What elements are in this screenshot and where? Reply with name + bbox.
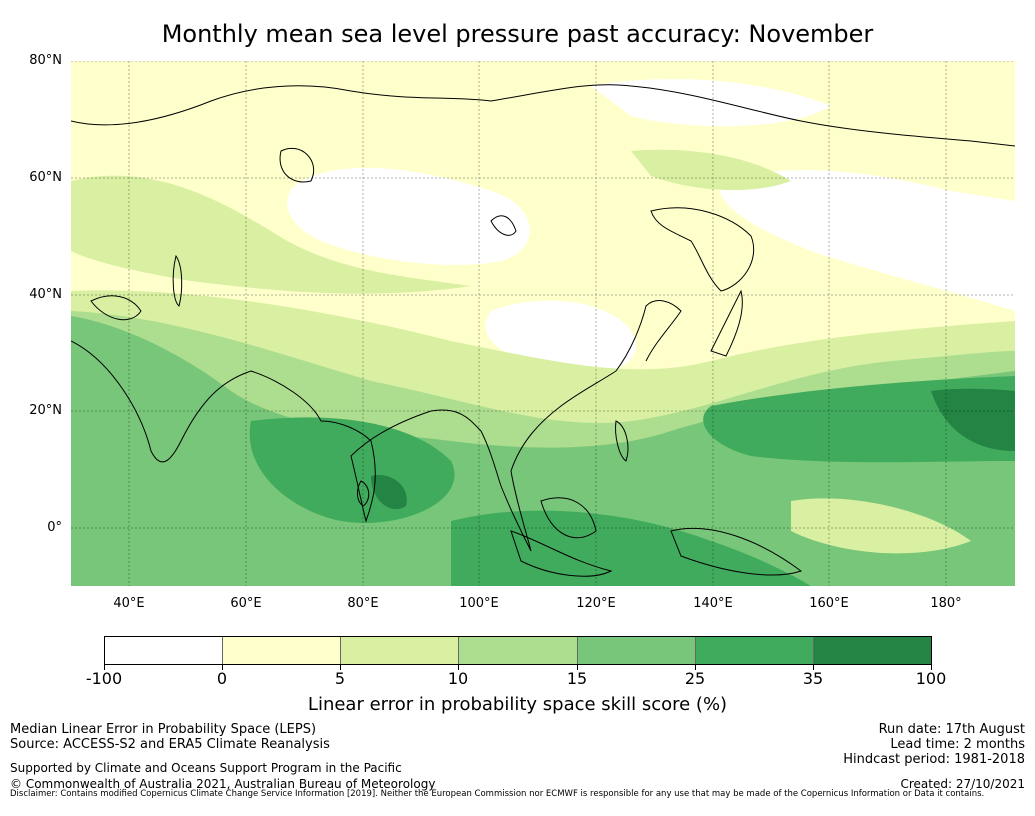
colorbar-tick: [340, 665, 341, 670]
colorbar: [104, 636, 932, 665]
lon-label-80e: 80°E: [347, 596, 379, 611]
lat-label-20n: 20°N: [29, 403, 62, 418]
colorbar-tick: [222, 665, 223, 670]
darkest-green-pacific: [931, 388, 1015, 451]
lon-label-140e: 140°E: [693, 596, 733, 611]
footer-method: Median Linear Error in Probability Space…: [10, 722, 317, 737]
lake-baikal-coast: [490, 215, 517, 236]
map-canvas: [71, 61, 1015, 586]
lat-label-80n: 80°N: [29, 53, 62, 68]
colorbar-tick-label: 35: [802, 669, 824, 688]
colorbar-tick: [104, 665, 105, 670]
japan-coast: [710, 289, 743, 357]
colorbar-tick: [931, 665, 932, 670]
lon-label-180: 180°: [930, 596, 962, 611]
colorbar-tick-label: 10: [447, 669, 469, 688]
gridlines: [71, 61, 1015, 586]
colorbar-tick-label: 5: [334, 669, 346, 688]
philippines-coast: [615, 420, 629, 462]
colorbar-segment: [223, 637, 342, 664]
colorbar-tick: [813, 665, 814, 670]
colorbar-segment: [695, 637, 814, 664]
footer-copyright: © Commonwealth of Australia 2021, Austra…: [10, 777, 436, 791]
new-guinea-coast: [670, 527, 803, 576]
colorbar-tick-label: 0: [216, 669, 228, 688]
colorbar-segment: [577, 637, 696, 664]
skill-score-map: [71, 61, 1015, 586]
colorbar-segment: [813, 637, 931, 664]
white-patch-china: [485, 300, 637, 374]
colorbar-label: Linear error in probability space skill …: [307, 694, 728, 715]
caspian-sea-coast: [172, 254, 183, 307]
colorbar-tick-label: -100: [85, 669, 123, 688]
colorbar-segment: [341, 637, 460, 664]
footer-source: Source: ACCESS-S2 and ERA5 Climate Reana…: [10, 737, 330, 752]
lon-label-60e: 60°E: [230, 596, 262, 611]
colorbar-tick-label: 15: [566, 669, 588, 688]
arctic-coast: [71, 84, 1015, 147]
darkest-green-bay-bengal: [371, 475, 407, 510]
lon-label-160e: 160°E: [809, 596, 849, 611]
footer-support: Supported by Climate and Oceans Support …: [10, 761, 402, 775]
map-title: Monthly mean sea level pressure past acc…: [161, 20, 874, 48]
light-green-equatorial-pacific: [791, 498, 971, 554]
colorbar-tick-label: 25: [684, 669, 706, 688]
light-green-siberia: [631, 149, 791, 191]
lat-label-40n: 40°N: [29, 287, 62, 302]
white-sea-coast: [279, 147, 315, 183]
footer-hindcast: Hindcast period: 1981-2018: [843, 752, 1025, 767]
footer-lead-time: Lead time: 2 months: [890, 737, 1025, 752]
okhotsk-coast: [650, 207, 755, 292]
colorbar-tick: [458, 665, 459, 670]
colorbar-tick: [695, 665, 696, 670]
black-sea-coast: [90, 295, 142, 321]
colorbar-segment: [105, 637, 224, 664]
dark-green-indonesia: [451, 510, 811, 586]
sumatra-java-coast: [510, 530, 613, 577]
lon-label-120e: 120°E: [576, 596, 616, 611]
colorbar-tick: [577, 665, 578, 670]
footer-run-date: Run date: 17th August: [878, 722, 1025, 737]
white-patch-northeast: [719, 170, 1015, 311]
footer-disclaimer: Disclaimer: Contains modified Copernicus…: [10, 789, 985, 799]
lat-label-60n: 60°N: [29, 170, 62, 185]
white-patch-north: [287, 167, 530, 265]
lat-label-0: 0°: [47, 520, 62, 535]
lon-label-100e: 100°E: [459, 596, 499, 611]
colorbar-segment: [459, 637, 578, 664]
lon-label-40e: 40°E: [113, 596, 145, 611]
footer-created: Created: 27/10/2021: [900, 777, 1025, 791]
green-tropics: [71, 316, 1015, 586]
colorbar-tick-label: 100: [915, 669, 947, 688]
light-green-band-west: [71, 175, 471, 294]
